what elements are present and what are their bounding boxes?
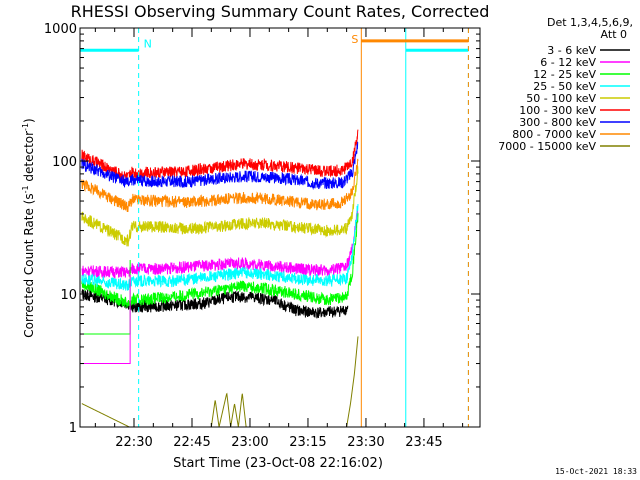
x-tick-label: 23:15	[289, 435, 326, 450]
y-tick-label: 100	[52, 155, 77, 170]
y-tick-label: 10	[60, 288, 77, 303]
x-axis: 22:30 22:45 23:00 23:15 23:30 23:45	[94, 28, 464, 450]
y-tick-label: 1	[69, 421, 77, 436]
footer-date: 15-Oct-2021 18:33	[555, 467, 637, 476]
series-line	[81, 141, 359, 191]
legend-label: 50 - 100 keV	[526, 92, 596, 105]
series-line	[81, 209, 359, 280]
x-tick-label: 23:45	[405, 435, 442, 450]
series-line	[81, 289, 349, 319]
legend-label: 6 - 12 keV	[540, 56, 596, 69]
legend-header-1: Det 1,3,4,5,6,9,	[547, 16, 633, 29]
x-tick-label: 22:45	[173, 435, 210, 450]
x-axis-label: Start Time (23-Oct-08 22:16:02)	[173, 456, 383, 471]
chart-title: RHESSI Observing Summary Count Rates, Co…	[71, 2, 490, 21]
legend-label: 300 - 800 keV	[519, 116, 596, 129]
legend-label: 100 - 300 keV	[519, 104, 596, 117]
legend-label: 800 - 7000 keV	[512, 128, 596, 141]
legend-label: 3 - 6 keV	[547, 44, 596, 57]
legend-header-2: Att 0	[601, 28, 627, 41]
legend-label: 7000 - 15000 keV	[498, 140, 596, 153]
series-line	[81, 336, 359, 428]
saa-label: S	[351, 33, 358, 46]
series-line	[81, 158, 359, 213]
series-line	[81, 129, 359, 182]
y-axis-label: Corrected Count Rate (s-1 detector-1)	[21, 118, 36, 337]
legend-label: 12 - 25 keV	[533, 68, 596, 81]
attenuator-step-magenta	[81, 274, 131, 365]
legend-label: 25 - 50 keV	[533, 80, 596, 93]
x-tick-label: 23:30	[347, 435, 384, 450]
x-tick-label: 22:30	[115, 435, 152, 450]
y-tick-label: 1000	[44, 22, 77, 37]
series-line	[81, 213, 359, 308]
y-axis: 1 10 100 1000	[44, 22, 480, 436]
x-tick-label: 23:00	[231, 435, 268, 450]
series-line	[81, 166, 359, 247]
plot-frame	[79, 27, 481, 428]
night-label: N	[144, 37, 152, 50]
series-line	[81, 204, 359, 291]
